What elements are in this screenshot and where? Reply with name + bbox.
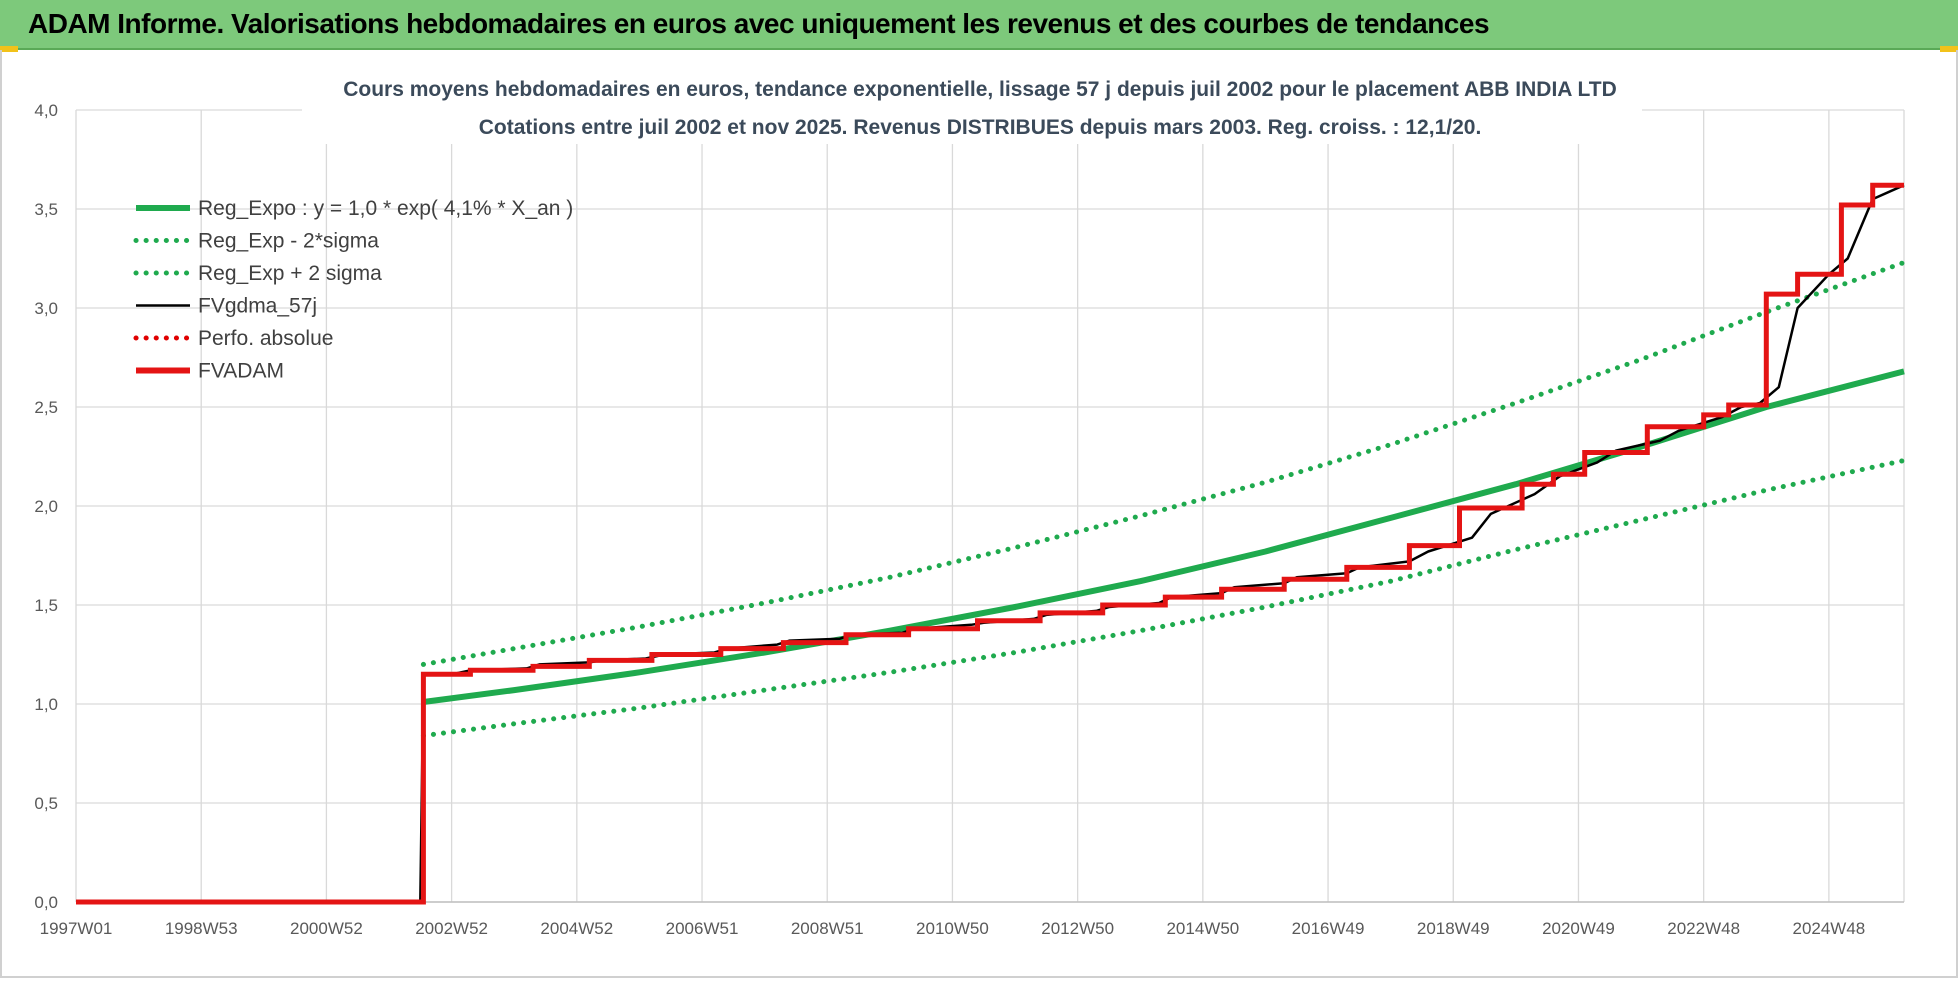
x-tick-label: 2002W52 — [415, 919, 488, 938]
y-tick-label: 1,5 — [34, 596, 58, 615]
x-tick-label: 2008W51 — [791, 919, 864, 938]
y-tick-label: 4,0 — [34, 101, 58, 120]
y-tick-label: 0,5 — [34, 794, 58, 813]
y-tick-label: 3,0 — [34, 299, 58, 318]
chart-title-line2: Cotations entre juil 2002 et nov 2025. R… — [479, 116, 1482, 139]
series — [76, 182, 1907, 905]
legend-label: FVgdma_57j — [198, 295, 317, 318]
axes: 0,0 0,5 1,0 1,5 2,0 2,5 3,0 3,5 4,0 1997W01 1998W5… — [34, 101, 1904, 938]
x-tick-label: 2020W49 — [1542, 919, 1615, 938]
series-line-fvadam — [76, 182, 1904, 905]
x-tick-label: 1998W53 — [165, 919, 238, 938]
x-tick-label: 1997W01 — [40, 919, 113, 938]
x-tick-label: 2016W49 — [1292, 919, 1365, 938]
title-bar: ADAM Informe. Valorisations hebdomadaire… — [0, 0, 1958, 50]
corner-marker-left — [0, 46, 18, 52]
y-tick-label: 1,0 — [34, 695, 58, 714]
y-tick-label: 2,0 — [34, 497, 58, 516]
y-tick-label: 0,0 — [34, 893, 58, 912]
chart-frame: 0,0 0,5 1,0 1,5 2,0 2,5 3,0 3,5 4,0 1997W01 1998W5… — [0, 50, 1958, 978]
legend-label: Reg_Expo : y = 1,0 * exp( 4,1% * X_an ) — [198, 197, 573, 220]
corner-marker-right — [1940, 46, 1958, 52]
legend-label: FVADAM — [198, 360, 284, 383]
legend-label: Perfo. absolue — [198, 327, 333, 350]
legend-label: Reg_Exp - 2*sigma — [198, 230, 379, 253]
legend: Reg_Expo : y = 1,0 * exp( 4,1% * X_an ) R… — [133, 197, 573, 383]
y-tick-label: 3,5 — [34, 200, 58, 219]
series-line-fvgdma-57j — [76, 184, 1905, 904]
series-line-reg-expo — [423, 368, 1905, 705]
chart: 0,0 0,5 1,0 1,5 2,0 2,5 3,0 3,5 4,0 1997W01 1998W5… — [34, 72, 1907, 938]
page-title: ADAM Informe. Valorisations hebdomadaire… — [28, 8, 1490, 39]
x-tick-label: 2014W50 — [1166, 919, 1239, 938]
grid — [75, 109, 1905, 903]
x-tick-label: 2022W48 — [1667, 919, 1740, 938]
x-tick-label: 2004W52 — [540, 919, 613, 938]
x-tick-label: 2006W51 — [666, 919, 739, 938]
x-tick-label: 2000W52 — [290, 919, 363, 938]
x-tick-label: 2010W50 — [916, 919, 989, 938]
chart-title-background — [302, 72, 1642, 144]
x-tick-label: 2024W48 — [1792, 919, 1865, 938]
y-tick-label: 2,5 — [34, 398, 58, 417]
chart-title-line1: Cours moyens hebdomadaires en euros, ten… — [343, 78, 1617, 101]
x-tick-label: 2018W49 — [1417, 919, 1490, 938]
legend-label: Reg_Exp + 2 sigma — [198, 262, 382, 285]
x-tick-label: 2012W50 — [1041, 919, 1114, 938]
